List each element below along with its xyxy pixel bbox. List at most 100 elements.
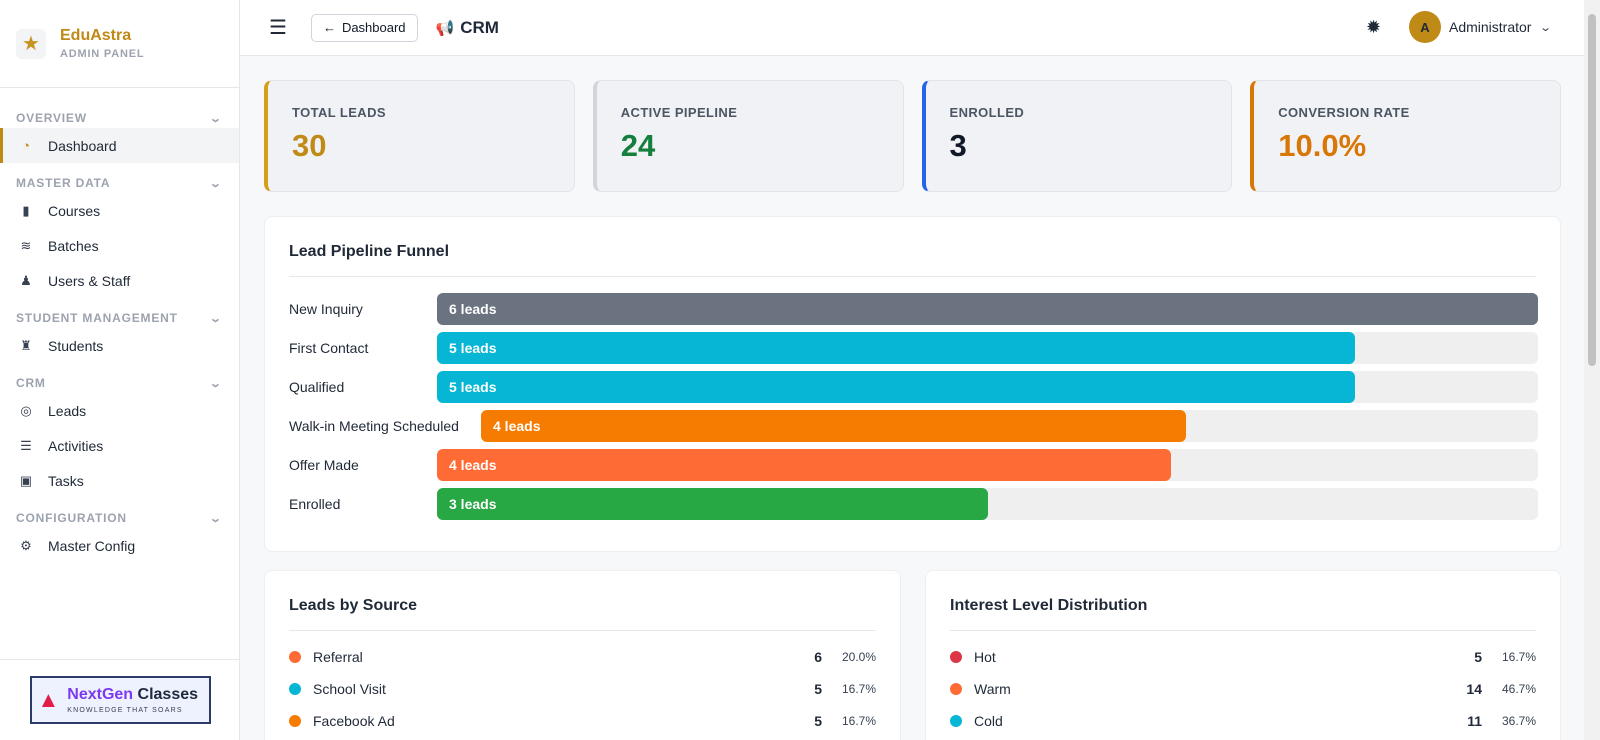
stat-value: 10.0% (1278, 128, 1367, 163)
arrow-left-icon: ← (322, 20, 336, 35)
source-row: Referral 6 20.0% (289, 647, 876, 667)
section-configuration[interactable]: CONFIGURATION ⌄ (16, 511, 224, 525)
megaphone-icon: 📢 (435, 19, 455, 37)
target-icon: ◎ (20, 402, 32, 418)
source-percent: 16.7% (841, 714, 876, 728)
funnel-stage-label: Enrolled (289, 496, 341, 512)
pipeline-funnel-card: Lead Pipeline Funnel New Inquiry 6 leads F… (264, 216, 1561, 552)
avatar: A (1409, 11, 1441, 43)
funnel-stage-label: New Inquiry (289, 301, 363, 317)
sidebar-item-master-config[interactable]: ⚙ Master Config (0, 528, 239, 563)
interest-percent: 46.7% (1501, 682, 1536, 696)
brand[interactable]: ★ EduAstra ADMIN PANEL (0, 0, 239, 88)
menu-icon[interactable]: ☰ (269, 17, 287, 39)
stat-card-total-leads: TOTAL LEADS 30 (264, 80, 575, 192)
color-dot-icon (950, 715, 962, 727)
stat-value: 3 (949, 128, 967, 163)
source-count: 5 (814, 681, 822, 697)
promo-tagline: KNOWLEDGE THAT SOARS (67, 707, 183, 714)
sidebar: ★ EduAstra ADMIN PANEL OVERVIEW ⌄ ◔ Dashbo… (0, 0, 240, 740)
sidebar-item-activities[interactable]: ☰ Activities (0, 428, 239, 463)
chevron-down-icon: ⌄ (208, 377, 224, 390)
page-title: 📢 CRM (435, 17, 499, 37)
funnel-bar[interactable]: 3 leads (437, 488, 988, 520)
interest-distribution-card: Interest Level Distribution Hot 5 16.7% War… (925, 570, 1561, 740)
sidebar-item-dashboard[interactable]: ◔ Dashboard (0, 128, 239, 163)
section-crm[interactable]: CRM ⌄ (16, 376, 224, 390)
dashboard-icon: ◔ (22, 138, 30, 153)
chevron-down-icon: ⌄ (208, 312, 224, 325)
theme-toggle-icon[interactable]: ✹ (1366, 17, 1382, 37)
interest-percent: 36.7% (1501, 714, 1536, 728)
stat-label: ENROLLED (949, 105, 1025, 120)
funnel-stage-row: Enrolled 3 leads (289, 488, 1538, 520)
source-row: School Visit 5 16.7% (289, 679, 876, 699)
stat-card-active-pipeline: ACTIVE PIPELINE 24 (592, 80, 904, 192)
funnel-stage-row: Offer Made 4 leads (289, 449, 1538, 481)
funnel-track: 4 leads (481, 410, 1538, 442)
interest-count: 14 (1466, 681, 1482, 697)
funnel-bar[interactable]: 4 leads (481, 410, 1186, 442)
funnel-bar[interactable]: 4 leads (437, 449, 1171, 481)
clipboard-icon: ▣ (19, 472, 33, 488)
color-dot-icon (289, 683, 301, 695)
topbar: ☰ ← Dashboard 📢 CRM ✹ A Administrator ⌄ (240, 0, 1584, 56)
sidebar-item-leads[interactable]: ◎ Leads (0, 393, 239, 428)
stat-label: CONVERSION RATE (1278, 105, 1410, 120)
card-title: Interest Level Distribution (950, 597, 1536, 631)
funnel-stage-label: Offer Made (289, 457, 359, 473)
funnel-stage-row: Walk-in Meeting Scheduled 4 leads (289, 410, 1538, 442)
chevron-down-icon: ⌄ (208, 177, 224, 190)
interest-row: Hot 5 16.7% (950, 647, 1536, 667)
funnel-track: 5 leads (437, 371, 1538, 403)
chevron-down-icon: ⌄ (1539, 21, 1553, 34)
stat-value: 30 (292, 128, 327, 163)
source-row: Facebook Ad 5 16.7% (289, 711, 876, 731)
funnel-stage-label: Qualified (289, 379, 345, 395)
color-dot-icon (289, 651, 301, 663)
stat-value: 24 (620, 128, 656, 163)
funnel-track: 4 leads (437, 449, 1538, 481)
star-logo-icon: ★ (16, 28, 46, 59)
layers-icon: ≋ (20, 237, 32, 253)
funnel-bar[interactable]: 5 leads (437, 332, 1355, 364)
color-dot-icon (950, 651, 962, 663)
sidebar-item-courses[interactable]: ▮ Courses (0, 193, 239, 228)
stat-label: TOTAL LEADS (292, 105, 386, 120)
brand-name: EduAstra (60, 27, 132, 44)
funnel-stage-row: First Contact 5 leads (289, 332, 1538, 364)
color-dot-icon (950, 683, 962, 695)
sidebar-item-users-staff[interactable]: ♟ Users & Staff (0, 263, 239, 298)
source-name: Facebook Ad (313, 713, 395, 729)
chevron-down-icon: ⌄ (208, 512, 224, 525)
section-master-data[interactable]: MASTER DATA ⌄ (16, 176, 224, 190)
interest-name: Cold (974, 713, 1003, 729)
funnel-stage-row: Qualified 5 leads (289, 371, 1538, 403)
book-icon: ▮ (22, 202, 30, 218)
stats-row: TOTAL LEADS 30 ACTIVE PIPELINE 24 ENROLL… (264, 80, 1561, 192)
funnel-track: 3 leads (437, 488, 1538, 520)
page-scrollbar[interactable] (1584, 0, 1600, 740)
interest-count: 11 (1467, 713, 1482, 729)
section-overview[interactable]: OVERVIEW ⌄ (16, 111, 224, 125)
leads-by-source-card: Leads by Source Referral 6 20.0% School Vis… (264, 570, 901, 740)
funnel-stage-label: Walk-in Meeting Scheduled (289, 418, 459, 434)
sidebar-item-students[interactable]: ♜ Students (0, 328, 239, 363)
scrollbar-thumb[interactable] (1588, 14, 1596, 366)
source-percent: 16.7% (841, 682, 876, 696)
interest-row: Warm 14 46.7% (950, 679, 1536, 699)
user-menu[interactable]: A Administrator ⌄ (1409, 11, 1553, 43)
funnel-bar[interactable]: 5 leads (437, 371, 1355, 403)
sidebar-item-tasks[interactable]: ▣ Tasks (19, 472, 84, 489)
source-name: Referral (313, 649, 363, 665)
card-title: Lead Pipeline Funnel (289, 243, 1536, 277)
source-name: School Visit (313, 681, 386, 697)
graduate-icon: ♜ (20, 337, 32, 353)
funnel-bar[interactable]: 6 leads (437, 293, 1538, 325)
stat-label: ACTIVE PIPELINE (620, 105, 738, 120)
back-to-dashboard-button[interactable]: ← Dashboard (310, 13, 418, 42)
section-student-management[interactable]: STUDENT MANAGEMENT ⌄ (16, 311, 224, 325)
sidebar-item-batches[interactable]: ≋ Batches (0, 228, 239, 263)
funnel-stage-label: First Contact (289, 340, 369, 356)
interest-percent: 16.7% (1501, 650, 1536, 664)
